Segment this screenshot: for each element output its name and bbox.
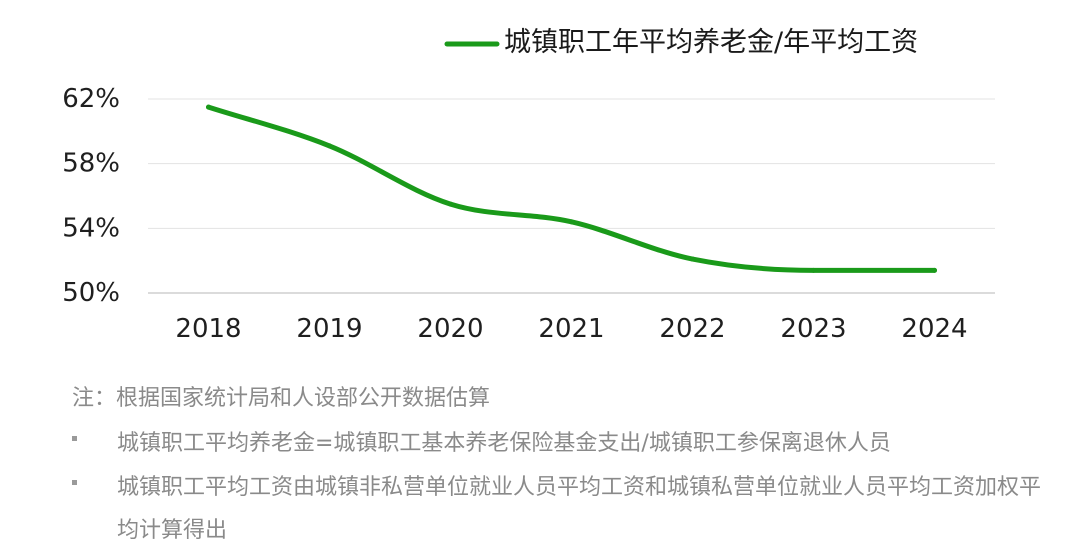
y-axis: 62% 58% 54% 50% (62, 84, 120, 308)
data-point (932, 267, 937, 273)
x-tick-label: 2024 (901, 314, 967, 344)
bullet-icon (72, 436, 77, 441)
note-item: 城镇职工平均工资由城镇非私营单位就业人员平均工资和城镇私营单位就业人员平均工资加… (72, 466, 1062, 552)
data-point (690, 256, 695, 262)
y-tick-label: 58% (62, 149, 120, 179)
data-point (327, 143, 332, 149)
x-tick-label: 2023 (780, 314, 846, 344)
y-tick-label: 62% (62, 84, 120, 114)
legend: 城镇职工年平均养老金/年平均工资 (444, 27, 918, 58)
bullet-icon (72, 480, 77, 485)
y-tick-label: 50% (62, 278, 120, 308)
x-tick-label: 2022 (659, 314, 725, 344)
data-point (569, 219, 574, 225)
note-text: 城镇职工平均工资由城镇非私营单位就业人员平均工资和城镇私营单位就业人员平均工资加… (117, 475, 1042, 543)
data-point (206, 104, 211, 110)
x-tick-label: 2021 (538, 314, 604, 344)
x-axis: 2018 2019 2020 2021 2022 2023 2024 (175, 314, 967, 344)
series-group (206, 104, 937, 273)
grid-lines (148, 98, 995, 294)
note-item: 城镇职工平均养老金=城镇职工基本养老保险基金支出/城镇职工参保离退休人员 (72, 422, 1062, 465)
x-tick-label: 2019 (296, 314, 362, 344)
series-line (206, 104, 937, 273)
y-tick-label: 54% (62, 213, 120, 243)
data-point (448, 201, 453, 207)
legend-label: 城镇职工年平均养老金/年平均工资 (504, 27, 918, 58)
note-title: 注：根据国家统计局和人设部公开数据估算 (72, 386, 491, 411)
data-point (811, 267, 816, 273)
x-tick-label: 2018 (175, 314, 241, 344)
line-chart: 62% 58% 54% 50% 2018 2019 2020 2021 2022 2023 202… (62, 27, 995, 344)
note-text: 城镇职工平均养老金=城镇职工基本养老保险基金支出/城镇职工参保离退休人员 (117, 431, 891, 456)
x-tick-label: 2020 (417, 314, 483, 344)
